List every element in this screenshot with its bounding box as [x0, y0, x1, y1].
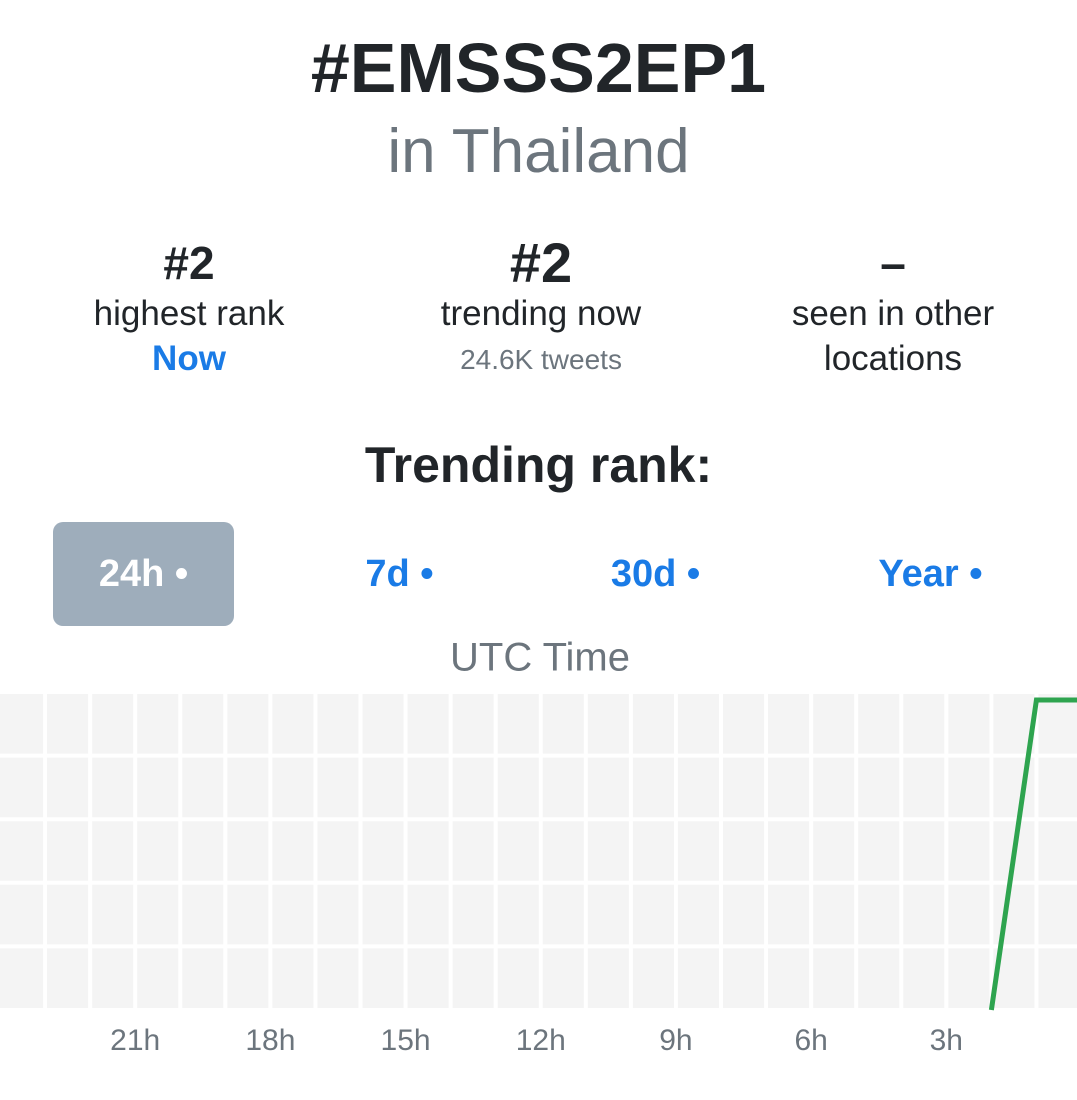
- x-tick-label: 6h: [794, 1024, 827, 1057]
- plot-area: [0, 692, 1077, 1010]
- subtitle: in Thailand: [387, 117, 690, 186]
- x-tick-label: 21h: [110, 1024, 160, 1057]
- x-tick-label: 18h: [245, 1024, 295, 1057]
- stat: – seen in other locations: [713, 235, 1073, 381]
- stat-label: highest rank: [93, 294, 285, 333]
- tab[interactable]: 24h •: [53, 522, 234, 626]
- title: #EMSSS2EP1: [310, 29, 767, 107]
- x-tick-label: 15h: [381, 1024, 431, 1057]
- stat-value: #2: [509, 231, 573, 294]
- stat-value: –: [880, 237, 906, 289]
- stat: #2 highest rank Now: [9, 235, 369, 381]
- chart: UTC Time 21h 18h 15h 12h 9h 6h 3h: [0, 636, 1077, 1057]
- stat: #2 trending now 24.6K tweets: [361, 235, 721, 384]
- stat-label: seen in other locations: [791, 294, 995, 378]
- line: [988, 697, 1077, 1011]
- x-tick-label: 3h: [930, 1024, 963, 1057]
- tab[interactable]: 30d •: [610, 553, 701, 595]
- x-tick-label: 9h: [659, 1024, 692, 1057]
- stat-note: Now: [152, 339, 226, 378]
- stat-note: 24.6K tweets: [460, 344, 622, 375]
- x-tick-label: 12h: [516, 1024, 566, 1057]
- stat-label: trending now: [440, 294, 642, 333]
- tab[interactable]: 7d •: [365, 553, 434, 595]
- tab[interactable]: Year •: [878, 553, 983, 595]
- stat-value: #2: [163, 237, 215, 289]
- chart-title: UTC Time: [450, 636, 630, 680]
- section-title: Trending rank:: [364, 437, 713, 493]
